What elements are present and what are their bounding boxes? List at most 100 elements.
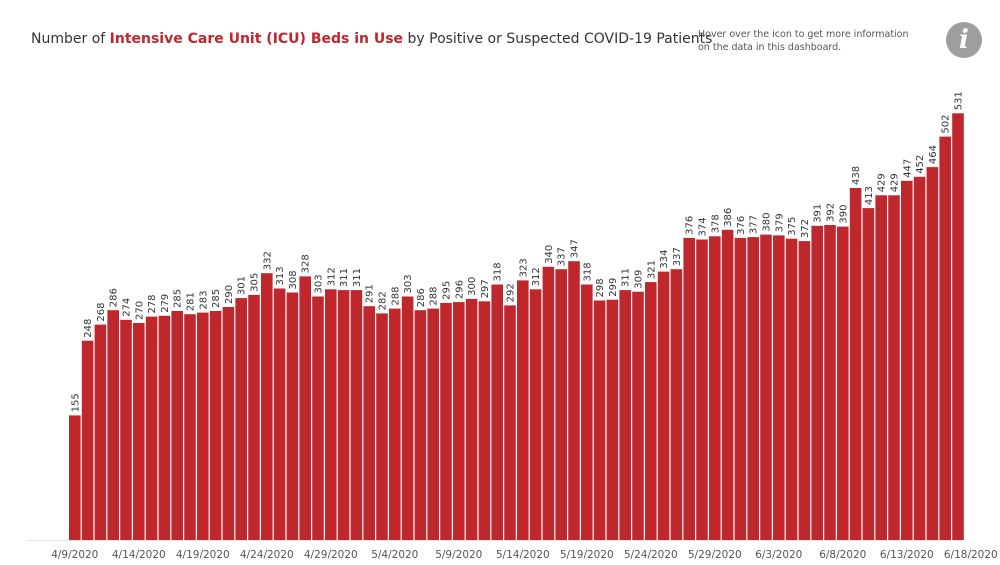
- bar-4/14/2020[interactable]: [133, 323, 145, 540]
- bar-4/23/2020[interactable]: [248, 294, 260, 540]
- bar-5/5/2020[interactable]: [401, 296, 414, 541]
- bar-5/30/2020[interactable]: [721, 229, 734, 541]
- bar-4/16/2020[interactable]: [158, 315, 171, 540]
- bar-4/12/2020[interactable]: [107, 310, 119, 540]
- value-label: 376: [685, 216, 696, 235]
- value-label: 332: [262, 251, 273, 270]
- bar-5/4/2020[interactable]: [389, 308, 401, 540]
- bar-5/22/2020[interactable]: [619, 290, 631, 540]
- value-label: 334: [659, 250, 670, 269]
- bar-6/14/2020[interactable]: [913, 176, 926, 541]
- value-label: 286: [416, 288, 427, 307]
- value-label: 295: [442, 281, 453, 300]
- bar-5/21/2020[interactable]: [606, 299, 619, 540]
- bar-5/16/2020[interactable]: [542, 266, 555, 540]
- x-tick-label: 4/14/2020: [112, 549, 166, 561]
- bar-4/20/2020[interactable]: [209, 311, 222, 540]
- bar-4/25/2020[interactable]: [273, 288, 286, 541]
- bar-5/9/2020[interactable]: [453, 302, 465, 540]
- value-label: 390: [838, 205, 849, 224]
- bar-6/15/2020[interactable]: [926, 167, 939, 540]
- value-label: 372: [800, 219, 811, 238]
- value-label: 305: [250, 273, 261, 292]
- bar-6/16/2020[interactable]: [939, 136, 951, 540]
- bar-4/15/2020[interactable]: [145, 316, 158, 540]
- bar-5/1/2020[interactable]: [350, 290, 363, 540]
- value-label: 309: [634, 270, 645, 289]
- x-tick-label: 4/29/2020: [304, 549, 358, 561]
- bar-4/26/2020[interactable]: [286, 292, 299, 541]
- bar-5/20/2020[interactable]: [593, 300, 606, 541]
- bar-5/19/2020[interactable]: [581, 284, 593, 541]
- bar-4/30/2020[interactable]: [337, 290, 350, 540]
- value-label: 288: [390, 287, 401, 306]
- bar-5/23/2020[interactable]: [632, 291, 644, 540]
- bar-5/15/2020[interactable]: [529, 289, 542, 540]
- bar-6/17/2020[interactable]: [952, 113, 964, 541]
- value-label: 297: [480, 279, 491, 298]
- bar-4/29/2020[interactable]: [325, 289, 337, 540]
- value-label: 323: [518, 258, 529, 277]
- bar-4/19/2020[interactable]: [197, 312, 209, 540]
- x-tick-label: 6/8/2020: [819, 549, 866, 561]
- bar-6/8/2020[interactable]: [837, 226, 849, 540]
- x-tick-label: 6/3/2020: [755, 549, 802, 561]
- bar-4/9/2020[interactable]: [69, 415, 81, 540]
- bar-6/6/2020[interactable]: [811, 225, 823, 541]
- bar-5/18/2020[interactable]: [568, 261, 580, 540]
- bar-5/13/2020[interactable]: [504, 305, 516, 540]
- bar-6/2/2020[interactable]: [760, 234, 772, 540]
- bar-4/11/2020[interactable]: [94, 324, 107, 540]
- bar-6/5/2020[interactable]: [798, 241, 811, 540]
- bar-6/13/2020[interactable]: [901, 180, 913, 541]
- value-label: 376: [736, 216, 747, 235]
- bar-5/11/2020[interactable]: [478, 301, 491, 540]
- value-label: 282: [378, 291, 389, 310]
- bar-5/8/2020[interactable]: [440, 302, 452, 540]
- bar-5/26/2020[interactable]: [670, 269, 683, 540]
- bar-4/24/2020[interactable]: [261, 273, 273, 540]
- bar-6/9/2020[interactable]: [849, 188, 862, 540]
- info-icon[interactable]: i: [946, 22, 982, 58]
- bar-4/18/2020[interactable]: [184, 314, 196, 540]
- bar-5/31/2020[interactable]: [734, 237, 747, 540]
- bar-4/21/2020[interactable]: [222, 307, 235, 540]
- value-label: 303: [403, 274, 414, 293]
- bar-6/3/2020[interactable]: [773, 235, 785, 540]
- bar-4/27/2020[interactable]: [299, 276, 311, 540]
- bar-5/28/2020[interactable]: [696, 239, 708, 541]
- value-label: 312: [531, 267, 542, 286]
- bar-4/17/2020[interactable]: [171, 311, 183, 540]
- x-tick-label: 4/19/2020: [176, 549, 230, 561]
- bar-5/2/2020[interactable]: [363, 306, 375, 540]
- bar-4/22/2020[interactable]: [235, 298, 247, 540]
- x-tick-label: 5/19/2020: [560, 549, 614, 561]
- bar-5/29/2020[interactable]: [709, 236, 721, 541]
- bar-5/17/2020[interactable]: [555, 269, 567, 540]
- value-label: 286: [109, 288, 120, 307]
- value-label: 300: [467, 277, 478, 296]
- bar-6/12/2020[interactable]: [888, 195, 900, 541]
- bar-6/10/2020[interactable]: [862, 208, 875, 540]
- bar-5/3/2020[interactable]: [376, 313, 388, 540]
- bar-5/27/2020[interactable]: [683, 237, 695, 540]
- bar-6/11/2020[interactable]: [875, 195, 887, 541]
- bar-5/7/2020[interactable]: [427, 308, 439, 540]
- x-tick-label: 5/9/2020: [435, 549, 482, 561]
- bar-4/13/2020[interactable]: [120, 319, 132, 540]
- value-label: 321: [646, 260, 657, 279]
- bar-6/1/2020[interactable]: [747, 237, 759, 540]
- bar-5/25/2020[interactable]: [657, 271, 670, 540]
- bar-4/28/2020[interactable]: [312, 296, 324, 541]
- bar-5/12/2020[interactable]: [491, 284, 503, 541]
- value-label: 303: [314, 274, 325, 293]
- bar-5/24/2020[interactable]: [645, 282, 657, 540]
- bar-4/10/2020[interactable]: [81, 340, 94, 540]
- bar-5/14/2020[interactable]: [517, 280, 529, 540]
- bar-5/6/2020[interactable]: [414, 310, 427, 540]
- value-label: 290: [224, 285, 235, 304]
- bar-6/4/2020[interactable]: [785, 238, 798, 540]
- bar-6/7/2020[interactable]: [824, 225, 836, 540]
- bar-5/10/2020[interactable]: [465, 298, 478, 540]
